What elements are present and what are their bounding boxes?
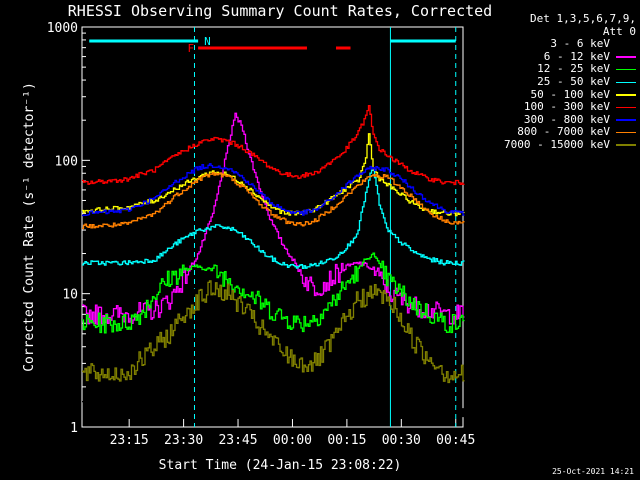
legend: Det 1,3,5,6,7,9, Att 0 3 - 6 keV 6 - 12 k… [488,12,636,152]
series-line-7 [82,163,465,217]
x-tick-label: 23:45 [218,433,257,448]
series-line-9 [82,280,465,384]
legend-item: 50 - 100 keV [488,87,636,102]
flag-label-N: N [204,35,211,48]
legend-swatch [616,68,636,71]
x-tick-label: 00:15 [327,433,366,448]
legend-item-label: 3 - 6 keV [550,37,610,51]
legend-swatch [616,56,636,58]
x-tick-label: 00:00 [273,433,312,448]
legend-swatch [616,94,636,96]
legend-swatch [616,106,636,109]
x-tick-label: 00:45 [436,433,475,448]
legend-swatch [616,131,636,134]
series-line-8 [82,172,465,230]
plot-frame [81,26,464,428]
series-line-5 [82,133,465,217]
y-tick-label: 1 [70,421,78,436]
x-tick-label: 23:30 [164,433,203,448]
legend-item-label: 50 - 100 keV [530,87,610,101]
legend-item: 800 - 7000 keV [488,126,636,139]
legend-item-label: 7000 - 15000 keV [504,137,610,151]
x-tick-label: 23:15 [110,433,149,448]
series-line-4 [82,169,465,269]
legend-item: 25 - 50 keV [488,74,636,89]
legend-item-label: 100 - 300 keV [523,100,610,114]
legend-item-label: 800 - 7000 keV [517,125,610,139]
legend-item-label: 300 - 800 keV [523,112,610,126]
x-axis-label: Start Time (24-Jan-15 23:08:22) [159,458,402,473]
legend-item: 7000 - 15000 keV [488,137,636,152]
legend-attenuator: Att 0 [602,24,636,38]
y-tick-label: 1000 [47,21,78,36]
legend-swatch [616,43,636,46]
legend-item: 100 - 300 keV [488,101,636,114]
chart-title: RHESSI Observing Summary Count Rates, Co… [68,2,492,20]
date-stamp: 25-Oct-2021 14:21 [552,467,634,476]
legend-item-label: 25 - 50 keV [537,74,610,88]
x-tick-label: 00:30 [382,433,421,448]
flag-label-F: F [187,42,194,55]
legend-item-label: 12 - 25 keV [537,62,610,76]
legend-detectors: Det 1,3,5,6,7,9, [530,12,636,25]
legend-swatch [616,81,636,84]
y-tick-label: 10 [62,288,78,303]
series-line-3 [82,252,465,334]
legend-swatch [616,119,636,121]
series-line-6 [82,105,465,186]
y-tick-label: 100 [55,154,78,169]
y-axis-label: Corrected Count Rate (s⁻¹ detector⁻¹) [22,82,37,372]
series-line-1 [82,114,465,421]
legend-swatch [616,144,636,146]
legend-item: 3 - 6 keV [488,38,636,51]
legend-item-label: 6 - 12 keV [543,49,610,63]
legend-item: 300 - 800 keV [488,112,636,127]
legend-item: 6 - 12 keV [488,49,636,64]
legend-item: 12 - 25 keV [488,63,636,76]
